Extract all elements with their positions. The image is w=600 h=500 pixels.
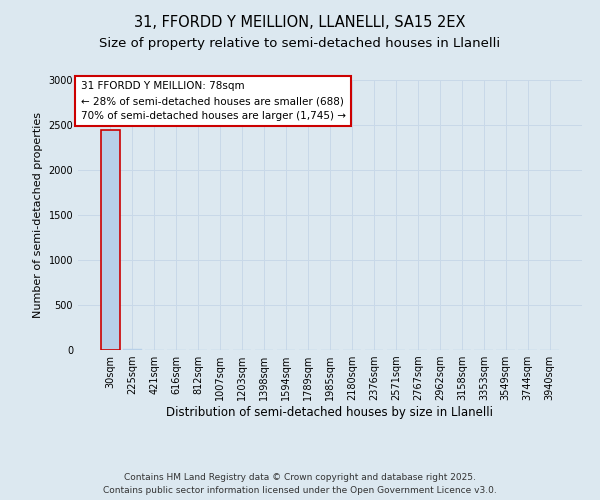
Y-axis label: Number of semi-detached properties: Number of semi-detached properties <box>33 112 43 318</box>
Bar <box>101 130 119 350</box>
Text: Size of property relative to semi-detached houses in Llanelli: Size of property relative to semi-detach… <box>100 38 500 51</box>
Text: Contains HM Land Registry data © Crown copyright and database right 2025.
Contai: Contains HM Land Registry data © Crown c… <box>103 474 497 495</box>
X-axis label: Distribution of semi-detached houses by size in Llanelli: Distribution of semi-detached houses by … <box>167 406 493 419</box>
Text: 31 FFORDD Y MEILLION: 78sqm
← 28% of semi-detached houses are smaller (688)
70% : 31 FFORDD Y MEILLION: 78sqm ← 28% of sem… <box>80 82 346 121</box>
Bar <box>123 348 142 350</box>
Text: 31, FFORDD Y MEILLION, LLANELLI, SA15 2EX: 31, FFORDD Y MEILLION, LLANELLI, SA15 2E… <box>134 15 466 30</box>
